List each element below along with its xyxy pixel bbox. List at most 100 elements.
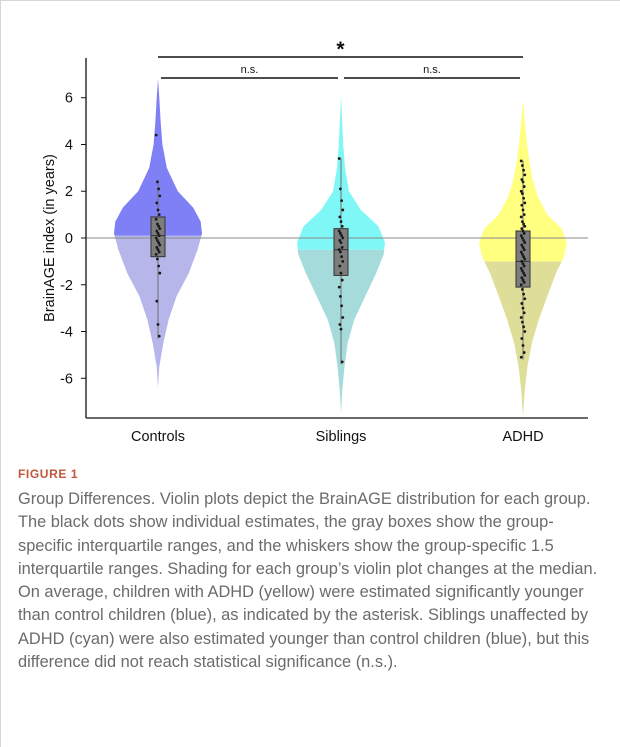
data-point: [154, 236, 158, 240]
figure-caption: Group Differences. Violin plots depict t…: [18, 490, 598, 672]
violin-chart: Controls Siblings ADHD -6 -4 -2 0 2 4 6 BrainAGE i…: [42, 38, 588, 445]
data-point: [520, 178, 524, 181]
data-point: [521, 245, 525, 249]
data-point: [523, 297, 527, 301]
data-point: [157, 241, 161, 245]
data-point: [520, 276, 524, 280]
data-point: [157, 250, 161, 254]
iqr-box-controls: [150, 216, 166, 258]
data-point: [521, 252, 524, 256]
data-point: [341, 208, 345, 212]
y-axis-label: BrainAGE index (in years): [42, 154, 58, 322]
data-point: [156, 323, 160, 326]
data-point: [521, 288, 524, 291]
comparison-label-controls-siblings: n.s.: [241, 64, 259, 76]
data-point: [340, 245, 344, 249]
data-point: [339, 241, 343, 245]
data-point: [523, 330, 527, 333]
data-point: [521, 208, 525, 212]
comparison-label-siblings-adhd: n.s.: [423, 64, 441, 76]
data-point: [522, 292, 525, 296]
data-point: [340, 360, 344, 364]
data-point: [340, 199, 343, 202]
data-point: [519, 355, 523, 359]
data-point: [522, 222, 525, 226]
data-point: [521, 192, 524, 195]
data-point: [522, 351, 526, 354]
data-point: [339, 231, 342, 235]
data-point: [522, 196, 525, 200]
data-point: [340, 278, 344, 282]
data-point: [522, 271, 525, 275]
data-point: [339, 250, 342, 254]
data-point: [337, 248, 341, 252]
data-point: [156, 238, 159, 242]
y-tick-label: -2: [60, 278, 73, 294]
y-tick-label: -6: [60, 371, 73, 387]
data-point: [519, 250, 523, 254]
data-point: [156, 222, 159, 226]
x-tick-label-controls: Controls: [131, 429, 185, 445]
data-point: [157, 264, 161, 268]
figure-label: FIGURE 1: [18, 467, 79, 481]
data-point: [339, 187, 342, 191]
y-tick-label: -4: [60, 325, 73, 341]
data-point: [157, 334, 161, 338]
data-point: [339, 327, 343, 331]
data-point: [521, 344, 525, 347]
data-point: [155, 229, 159, 233]
data-point: [521, 180, 525, 184]
data-point: [338, 238, 342, 242]
data-point: [520, 259, 524, 263]
data-point: [521, 262, 525, 266]
data-point: [155, 299, 159, 303]
data-point: [340, 224, 344, 228]
data-point: [339, 271, 343, 275]
data-point: [156, 231, 160, 235]
points-controls: [154, 133, 162, 338]
data-point: [521, 236, 524, 240]
data-point: [520, 243, 524, 247]
points-siblings: [337, 157, 345, 364]
data-point: [338, 323, 342, 326]
data-point: [339, 295, 342, 298]
data-point: [519, 316, 523, 319]
data-point: [522, 325, 525, 329]
data-point: [522, 231, 526, 235]
data-point: [158, 271, 162, 275]
data-point: [523, 257, 527, 261]
data-point: [522, 213, 526, 217]
data-point: [519, 159, 523, 163]
data-point: [157, 224, 161, 228]
data-point: [520, 203, 524, 207]
data-point: [522, 185, 526, 188]
data-point: [519, 283, 523, 287]
data-point: [521, 269, 524, 273]
data-point: [337, 157, 341, 160]
data-point: [521, 229, 525, 233]
data-point: [154, 217, 158, 221]
data-point: [338, 215, 342, 219]
data-point: [521, 278, 525, 282]
data-point: [523, 224, 527, 228]
x-tick-label-adhd: ADHD: [502, 429, 543, 445]
data-point: [523, 201, 527, 205]
violin-upper-controls: [114, 79, 202, 236]
data-point: [519, 215, 523, 219]
data-point: [154, 252, 158, 256]
data-point: [156, 208, 160, 212]
data-point: [520, 337, 524, 340]
data-point: [155, 245, 159, 249]
data-point: [157, 213, 161, 217]
y-tick-label: 6: [65, 91, 73, 107]
data-point: [339, 220, 343, 224]
data-point: [522, 255, 525, 259]
data-point: [521, 306, 525, 310]
data-point: [154, 133, 158, 137]
data-point: [522, 238, 525, 242]
data-point: [337, 229, 341, 233]
data-point: [519, 189, 523, 193]
data-point: [521, 320, 524, 324]
data-point: [523, 173, 527, 177]
